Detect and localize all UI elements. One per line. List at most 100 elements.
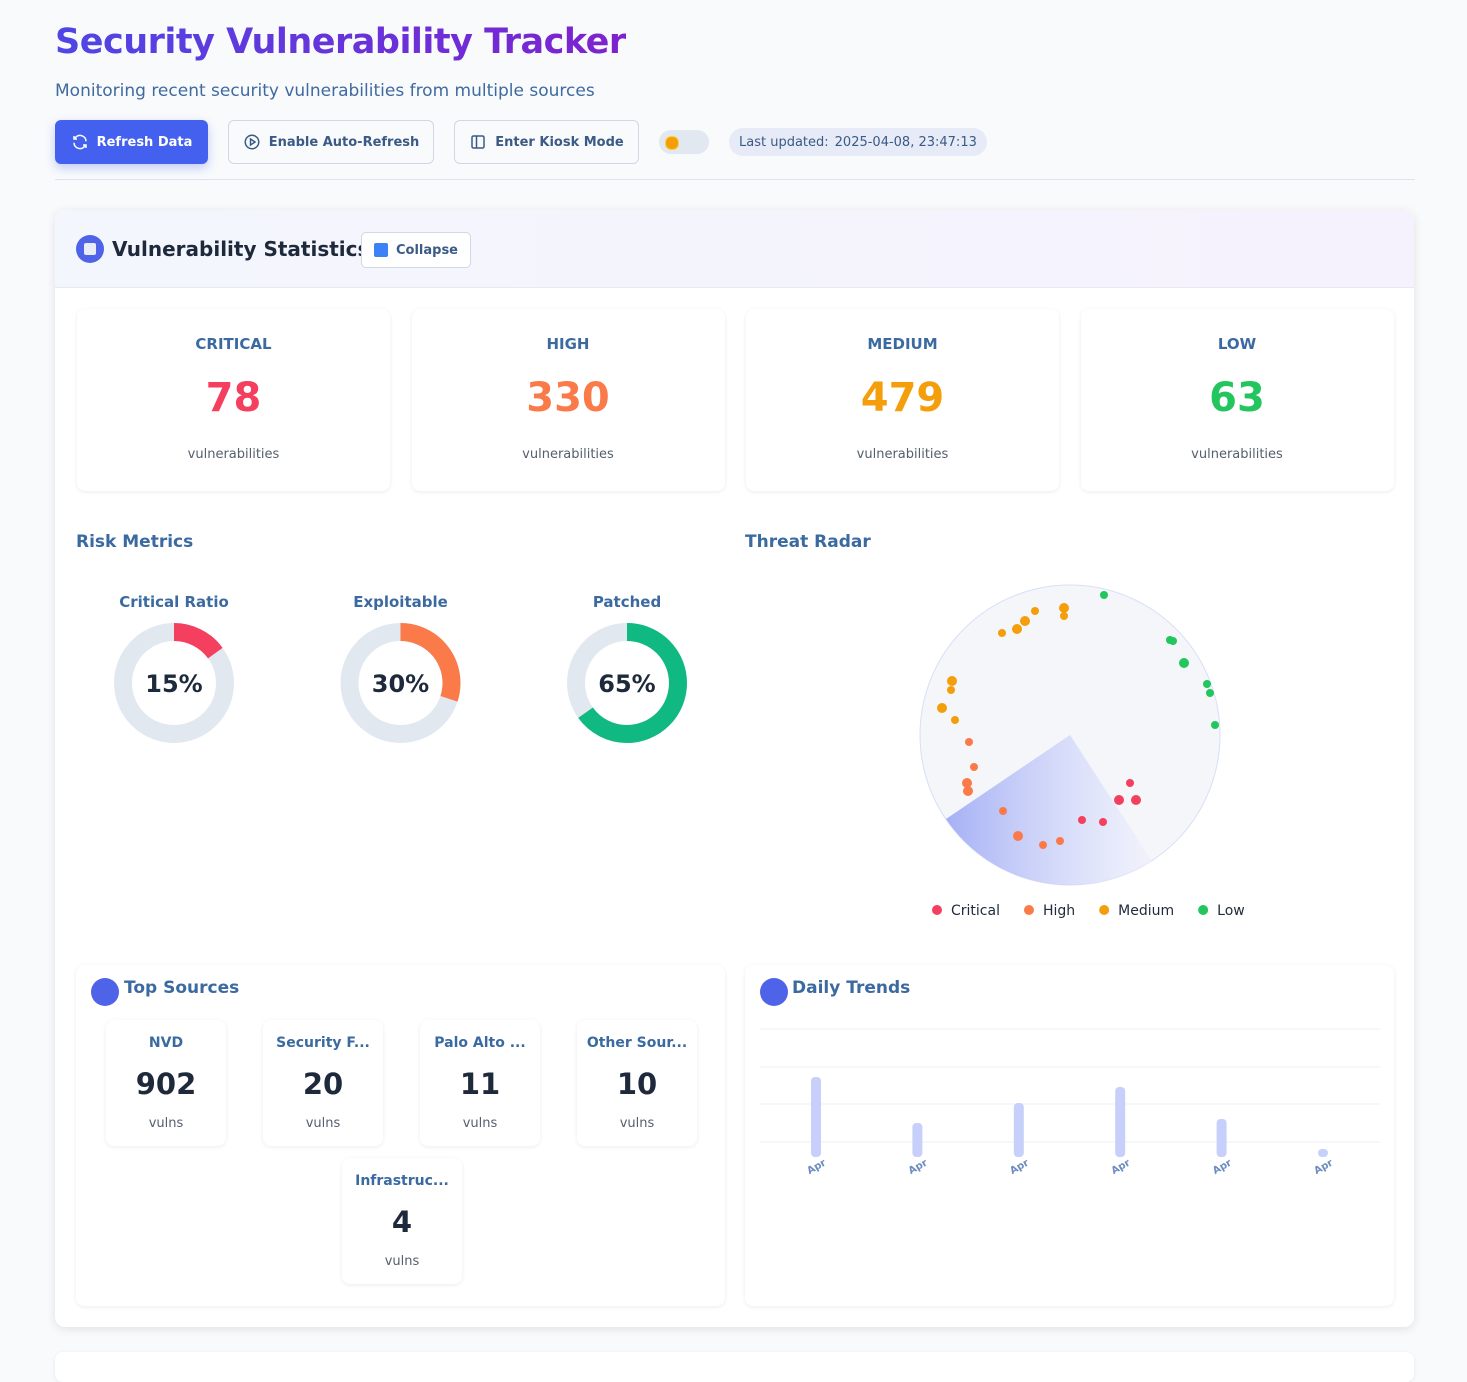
page-title: Security Vulnerability Tracker [55,22,626,62]
button-label: Enable Auto-Refresh [268,134,420,150]
radar-dot [1179,658,1189,668]
donut-value: 15% [145,670,202,698]
trend-label: Apr [1008,1158,1031,1177]
last-updated: Last updated: 2025-04-08, 23:47:13 [729,128,987,156]
radar-dot [1211,721,1219,729]
trend-label: Apr [805,1158,828,1177]
source-count: 11 [459,1067,501,1101]
refresh-icon [72,134,87,150]
radar-dot [1039,841,1047,849]
last-updated-value: 2025-04-08, 23:47:13 [834,134,977,150]
section-title: Daily Trends [792,978,911,998]
source-name: Palo Alto ... [434,1035,526,1051]
radar-dot [1013,831,1023,841]
legend-label: Medium [1118,903,1174,919]
radar-dot [947,676,957,686]
trend-bar [1216,1119,1227,1157]
radar-dot [962,778,972,788]
source-card: Security F... 20 vulns [263,1020,383,1146]
stats-panel: Vulnerability Statistics Collapse Risk M… [55,210,1414,1327]
radar-dot [1114,795,1124,805]
metric-label: Exploitable [353,593,448,611]
play-icon [244,134,260,150]
source-unit: vulns [462,1116,498,1131]
stat-card: MEDIUM 479 vulnerabilities [746,309,1059,491]
stat-label: HIGH [546,335,590,353]
radar-dot [951,716,959,724]
panel-icon [760,978,788,1006]
source-unit: vulns [384,1254,420,1269]
radar-dot [1059,603,1069,613]
donut-arc [340,623,461,743]
kiosk-button[interactable]: Enter Kiosk Mode [454,120,639,164]
auto-refresh-button[interactable]: Enable Auto-Refresh [228,120,434,164]
source-count: 20 [302,1067,344,1101]
radar-dot [1203,680,1211,688]
radar-dot [1031,607,1039,615]
kiosk-icon [471,135,486,149]
source-unit: vulns [148,1116,184,1131]
legend-label: High [1043,903,1075,919]
stat-value: 479 [860,375,945,421]
source-name: Infrastruc... [355,1173,449,1189]
button-label: Enter Kiosk Mode [495,134,624,150]
stat-unit: vulnerabilities [1191,447,1283,462]
source-count: 4 [391,1205,413,1239]
section-title: Risk Metrics [76,532,194,552]
source-card: Palo Alto ... 11 vulns [420,1020,540,1146]
trend-label: Apr [907,1158,930,1177]
metric-label: Critical Ratio [119,593,229,611]
radar-dot [1126,779,1134,787]
radar-dot [1056,837,1064,845]
panel-title: Vulnerability Statistics [112,237,370,261]
radar-dot [1100,591,1108,599]
legend-label: Critical [951,903,1000,919]
radar-dot [1169,637,1177,645]
refresh-button[interactable]: Refresh Data [55,120,208,164]
stat-label: MEDIUM [867,335,938,353]
trend-bar [811,1077,821,1157]
top-sources-panel: Top Sources NVD 902 vulns Security F... 20 vu… [76,965,725,1306]
stat-label: CRITICAL [195,335,272,353]
panel-icon [76,235,104,263]
source-name: Other Sour... [586,1035,688,1051]
donut-value: 30% [372,670,429,698]
radar-dot [1060,612,1068,620]
toggle-knob [665,136,679,150]
theme-toggle[interactable] [659,130,709,154]
stat-unit: vulnerabilities [856,447,949,462]
radar-dot [999,807,1007,815]
radar-dot [965,738,973,746]
section-title: Threat Radar [745,532,871,552]
trend-label: Apr [1312,1158,1335,1177]
legend-swatch [1099,905,1110,915]
collapse-icon [373,243,388,257]
panel-icon [91,978,119,1006]
radar-dot [1078,816,1086,824]
radar-dot [947,686,955,694]
source-name: Security F... [276,1035,370,1051]
trend-bar [1115,1087,1126,1157]
collapse-button[interactable]: Collapse [361,232,471,268]
panel-header [55,210,1414,288]
source-unit: vulns [305,1116,341,1131]
donut-value: 65% [598,670,655,698]
radar-dot [998,629,1006,637]
section-title: Top Sources [124,978,240,998]
source-card: Infrastruc... 4 vulns [342,1158,462,1284]
stat-unit: vulnerabilities [187,447,280,462]
trend-bar [1013,1103,1024,1157]
radar-dot [1131,795,1141,805]
legend-swatch [1023,905,1034,915]
radar-dot [1020,616,1030,626]
radar-sweep [946,735,1152,886]
stat-card: HIGH 330 vulnerabilities [411,309,725,491]
trend-label: Apr [1211,1158,1234,1177]
donut-arc [114,623,234,743]
metric-label: Patched [593,593,661,611]
source-unit: vulns [619,1116,655,1131]
source-card: NVD 902 vulns [106,1020,226,1146]
donut-arc [567,623,687,743]
button-label: Refresh Data [96,134,193,150]
